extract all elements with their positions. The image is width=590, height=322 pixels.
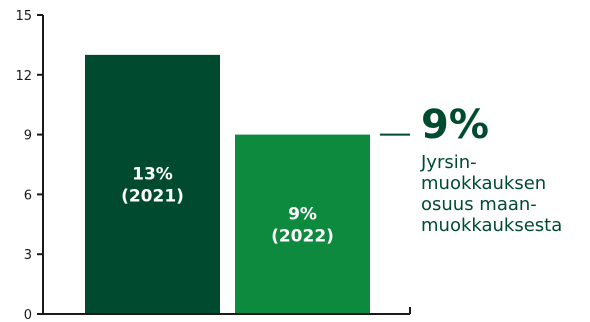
callout-text-line: muokkauksesta [421,215,562,236]
bars [85,54,370,314]
bar-data-label: 9% [288,204,317,224]
bar-data-label: (2022) [271,226,334,246]
bar-2022 [235,134,370,314]
bar-data-label: (2021) [121,186,184,206]
callout-value: 9% [421,102,489,148]
y-tick-label: 0 [24,308,32,322]
y-tick-label: 9 [24,129,32,144]
bar-data-label: 13% [132,164,173,184]
callout-text-line: Jyrsin- [420,152,477,173]
y-axis: 0 3 6 9 12 15 [15,9,44,322]
bar-2021 [85,54,220,314]
y-tick-label: 12 [15,69,32,84]
callout-text-line: osuus maan- [421,194,537,215]
y-tick-label: 15 [15,9,32,24]
callout-text-line: muokkauksen [421,173,546,194]
x-axis [37,307,411,315]
y-tick-label: 3 [24,248,32,263]
y-tick-label: 6 [24,188,32,203]
bar-labels: 13%(2021) 9%(2022) [121,164,334,246]
